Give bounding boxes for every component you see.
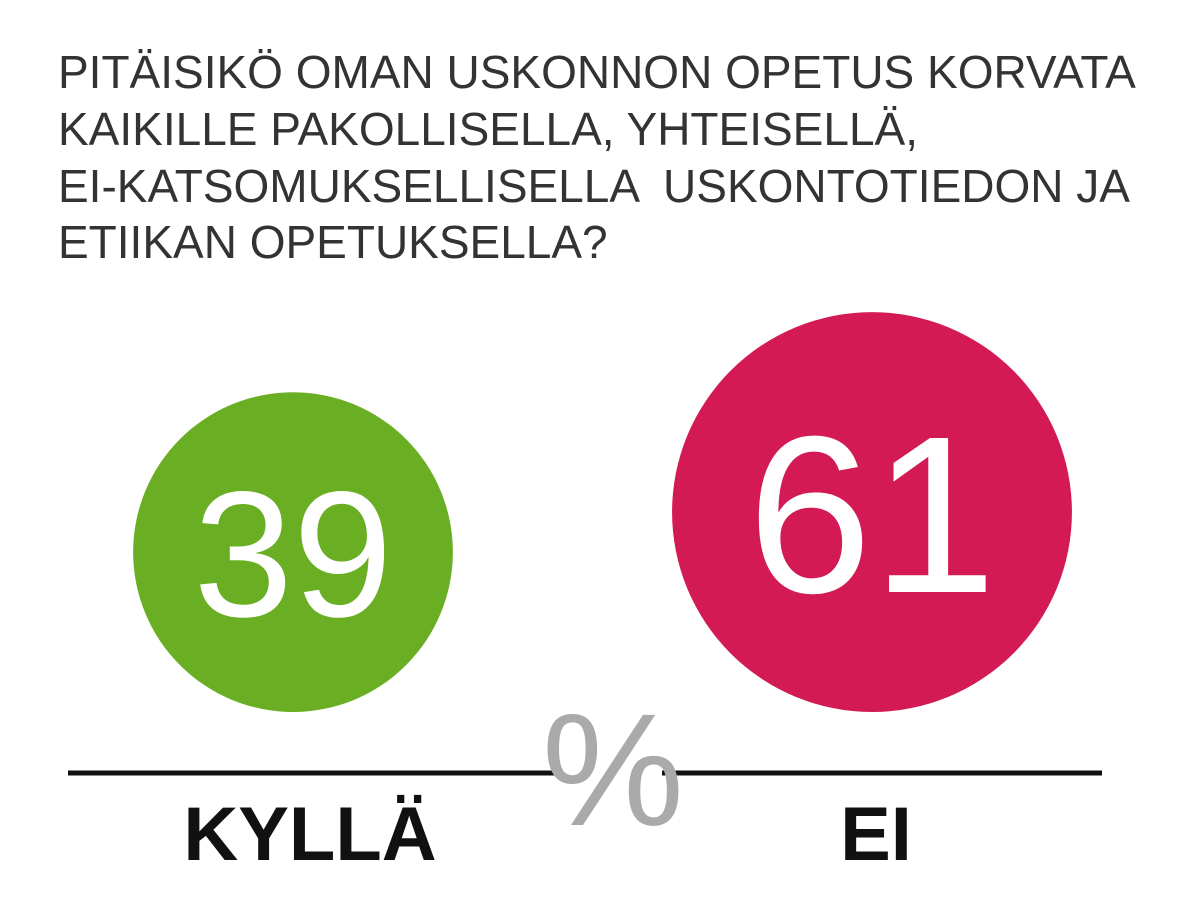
unit-label: % [542, 680, 684, 859]
bubble [133, 392, 453, 712]
value-label: 39 [193, 454, 392, 654]
chart-title: PITÄISIKÖ OMAN USKONNON OPETUS KORVATA [58, 46, 1136, 98]
chart-title: KAIKILLE PAKOLLISELLA, YHTEISELLÄ, [58, 103, 918, 155]
chart-title: EI-KATSOMUKSELLISELLA USKONTOTIEDON JA [58, 160, 1130, 212]
category-label: KYLLÄ [183, 792, 436, 877]
value-label: 61 [747, 390, 996, 640]
chart-title: ETIIKAN OPETUKSELLA? [58, 216, 608, 268]
category-label: EI [840, 792, 912, 877]
bubble [672, 312, 1072, 712]
